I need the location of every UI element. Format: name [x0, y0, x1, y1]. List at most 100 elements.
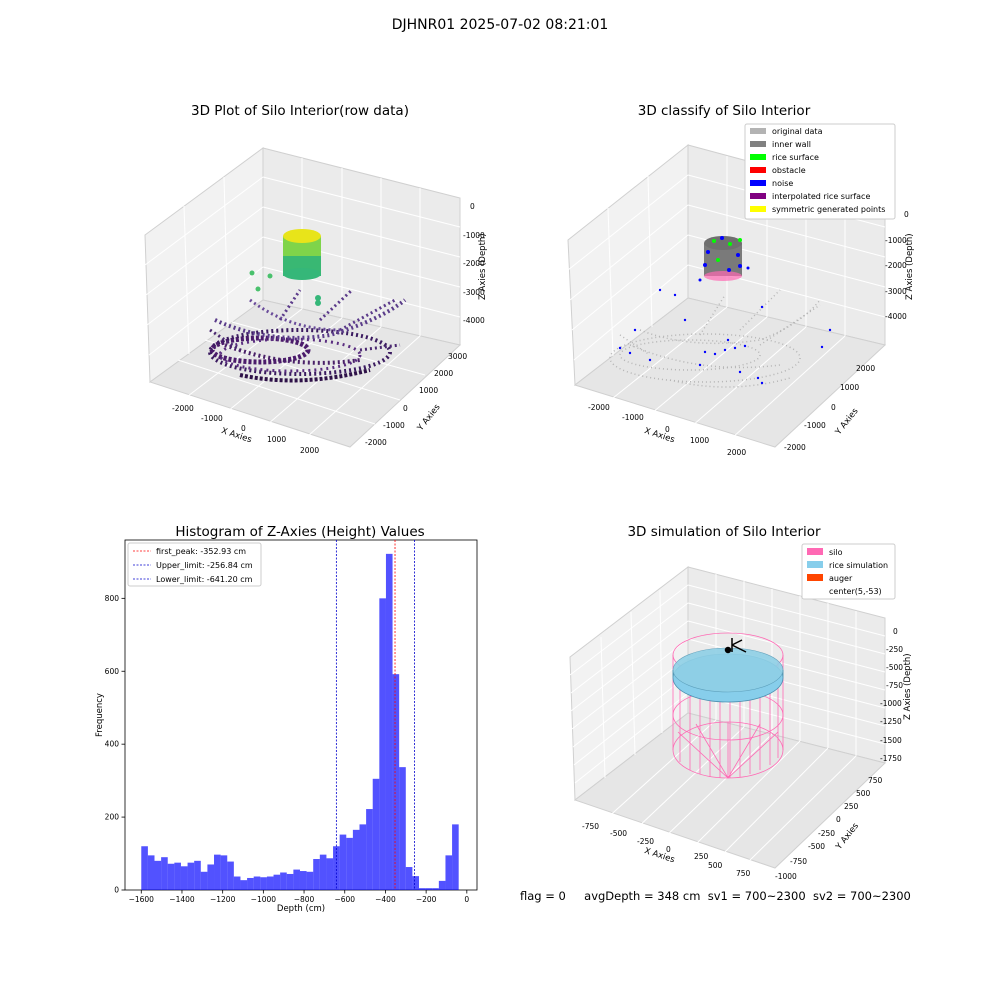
panel2-legend-swatch	[750, 154, 766, 160]
panel2-ztick: 0	[904, 210, 909, 219]
panel2-xtick: 1000	[690, 436, 709, 445]
histogram-bar	[333, 846, 340, 890]
histogram-ytick-label: 400	[105, 740, 120, 749]
histogram-xtick-label: −800	[294, 895, 315, 904]
panel2-legend-label: inner wall	[772, 140, 811, 149]
panel1-title: 3D Plot of Silo Interior(row data)	[191, 103, 409, 119]
histogram-bar	[247, 877, 254, 890]
histogram-bar	[141, 846, 148, 890]
panel4-xtick: -750	[582, 822, 599, 831]
panel2-legend-swatch	[750, 141, 766, 147]
panel2-ztick: -1000	[885, 236, 907, 245]
panel4-ztick: 0	[893, 627, 898, 636]
histogram-bar	[339, 834, 347, 890]
panel2-xtick: 0	[665, 425, 670, 434]
panel1-xtick: -2000	[172, 404, 194, 413]
histogram-bar	[280, 872, 287, 890]
histogram-ytick-label: 600	[105, 667, 120, 676]
panel2-legend-label: obstacle	[772, 166, 806, 175]
panel1-xtick: 1000	[267, 435, 286, 444]
panel4-xtick: 250	[694, 852, 709, 861]
panel1-xtick: -1000	[201, 414, 223, 423]
histogram-bar	[200, 871, 208, 890]
histogram-vlines	[335, 540, 415, 890]
panel2-xtick: -1000	[622, 413, 644, 422]
histogram-xtick-label: −600	[334, 895, 355, 904]
panel2-ztick: -3000	[885, 287, 907, 296]
status-sv2: sv2 = 700~2300	[812, 889, 911, 903]
panel4-ztick: -1750	[880, 754, 902, 763]
histogram-bar	[445, 855, 453, 890]
histogram-legend-label: Lower_limit: -641.20 cm	[156, 575, 253, 584]
histogram-bar	[359, 824, 367, 890]
panel2-legend-label: symmetric generated points	[772, 205, 885, 214]
panel4-ztick: -1000	[880, 699, 902, 708]
panel2-ztick: -2000	[885, 261, 907, 270]
panel4-legend-label: rice simulation	[829, 561, 888, 570]
panel4-xlabel: X Axies	[643, 846, 676, 865]
panel4-legend-label: auger	[829, 574, 853, 583]
histogram-bar	[214, 854, 221, 890]
panel1-ytick: 3000	[448, 352, 467, 361]
histogram-bar	[326, 858, 334, 890]
histogram-bar	[405, 867, 413, 890]
histogram-bar	[227, 861, 234, 890]
histogram-bar	[273, 874, 281, 890]
panel2-floor	[573, 297, 887, 448]
histogram-xtick-label: −400	[375, 895, 396, 904]
histogram-bar	[240, 880, 248, 890]
panel4-title: 3D simulation of Silo Interior	[627, 524, 821, 540]
panel4-legend-swatch	[807, 561, 823, 568]
histogram-xticks: −1600 −1400 −1200 −1000 −800 −600 −400 −200 0	[129, 890, 469, 904]
panel4-ytick: 750	[868, 776, 883, 785]
histogram-plot: −1600 −1400 −1200 −1000 −800 −600 −400 −200 0 0 2…	[95, 539, 478, 914]
histogram-axes-frame	[124, 539, 478, 891]
panel1-plot: -2000 -1000 0 1000 2000 -2000 -1000 0 10…	[144, 147, 488, 455]
panel2-legend-swatch	[750, 128, 766, 134]
histogram-bar	[174, 862, 181, 890]
histogram-xtick-label: −1200	[210, 895, 236, 904]
histogram-bar	[319, 854, 327, 890]
panel4-auger	[724, 638, 747, 654]
histogram-xtick-label: −1600	[129, 895, 155, 904]
panel4-ztick: -500	[886, 663, 903, 672]
histogram-ytick-label: 0	[114, 886, 119, 895]
panel1-floor-points	[208, 288, 407, 383]
histogram-xtick-label: −200	[416, 895, 437, 904]
panel2-ylabel: Y Axies	[833, 406, 861, 438]
histogram-bar	[419, 888, 426, 890]
panel2-ytick: 0	[831, 403, 836, 412]
histogram-bar	[180, 866, 188, 890]
histogram-bar	[220, 855, 228, 890]
histogram-bar	[194, 860, 201, 890]
panel4-rice-surface	[672, 647, 784, 703]
histogram-bar	[372, 778, 380, 890]
panel4-plot: silo rice simulation auger center(5,-53)…	[569, 543, 913, 881]
histogram-title: Histogram of Z-Axies (Height) Values	[175, 524, 425, 540]
panel1-ztick: -1000	[463, 231, 485, 240]
panel2-ytick: -1000	[804, 421, 826, 430]
histogram-bar	[187, 862, 195, 890]
panel4-ztick: -1500	[880, 736, 902, 745]
histogram-bar	[154, 860, 162, 890]
panel2-original-points	[609, 289, 821, 388]
histogram-bar	[306, 871, 314, 890]
panel4-xtick: 750	[736, 869, 751, 878]
histogram-bar	[147, 855, 155, 890]
panel2-legend-swatch	[750, 167, 766, 173]
histogram-bar	[438, 880, 446, 890]
histogram-xtick-label: 0	[464, 895, 469, 904]
panel1-ytick: -2000	[365, 438, 387, 447]
panel4-xtick: -500	[610, 829, 627, 838]
panel2-noise-points	[618, 288, 832, 385]
status-line: flag = 0 avgDepth = 348 cm sv1 = 700~230…	[520, 889, 911, 903]
panel2-ztick: -4000	[885, 312, 907, 321]
panel1-ztick: 0	[470, 202, 475, 211]
histogram-bar	[299, 871, 307, 890]
panel4-ytick: -750	[790, 857, 807, 866]
panel1-ztick: -4000	[463, 316, 485, 325]
panel1-ytick: 2000	[434, 369, 453, 378]
panel2-legend-label: original data	[772, 127, 823, 136]
histogram-bar	[207, 864, 215, 890]
panel4-legend: silo rice simulation auger center(5,-53)	[801, 543, 896, 600]
